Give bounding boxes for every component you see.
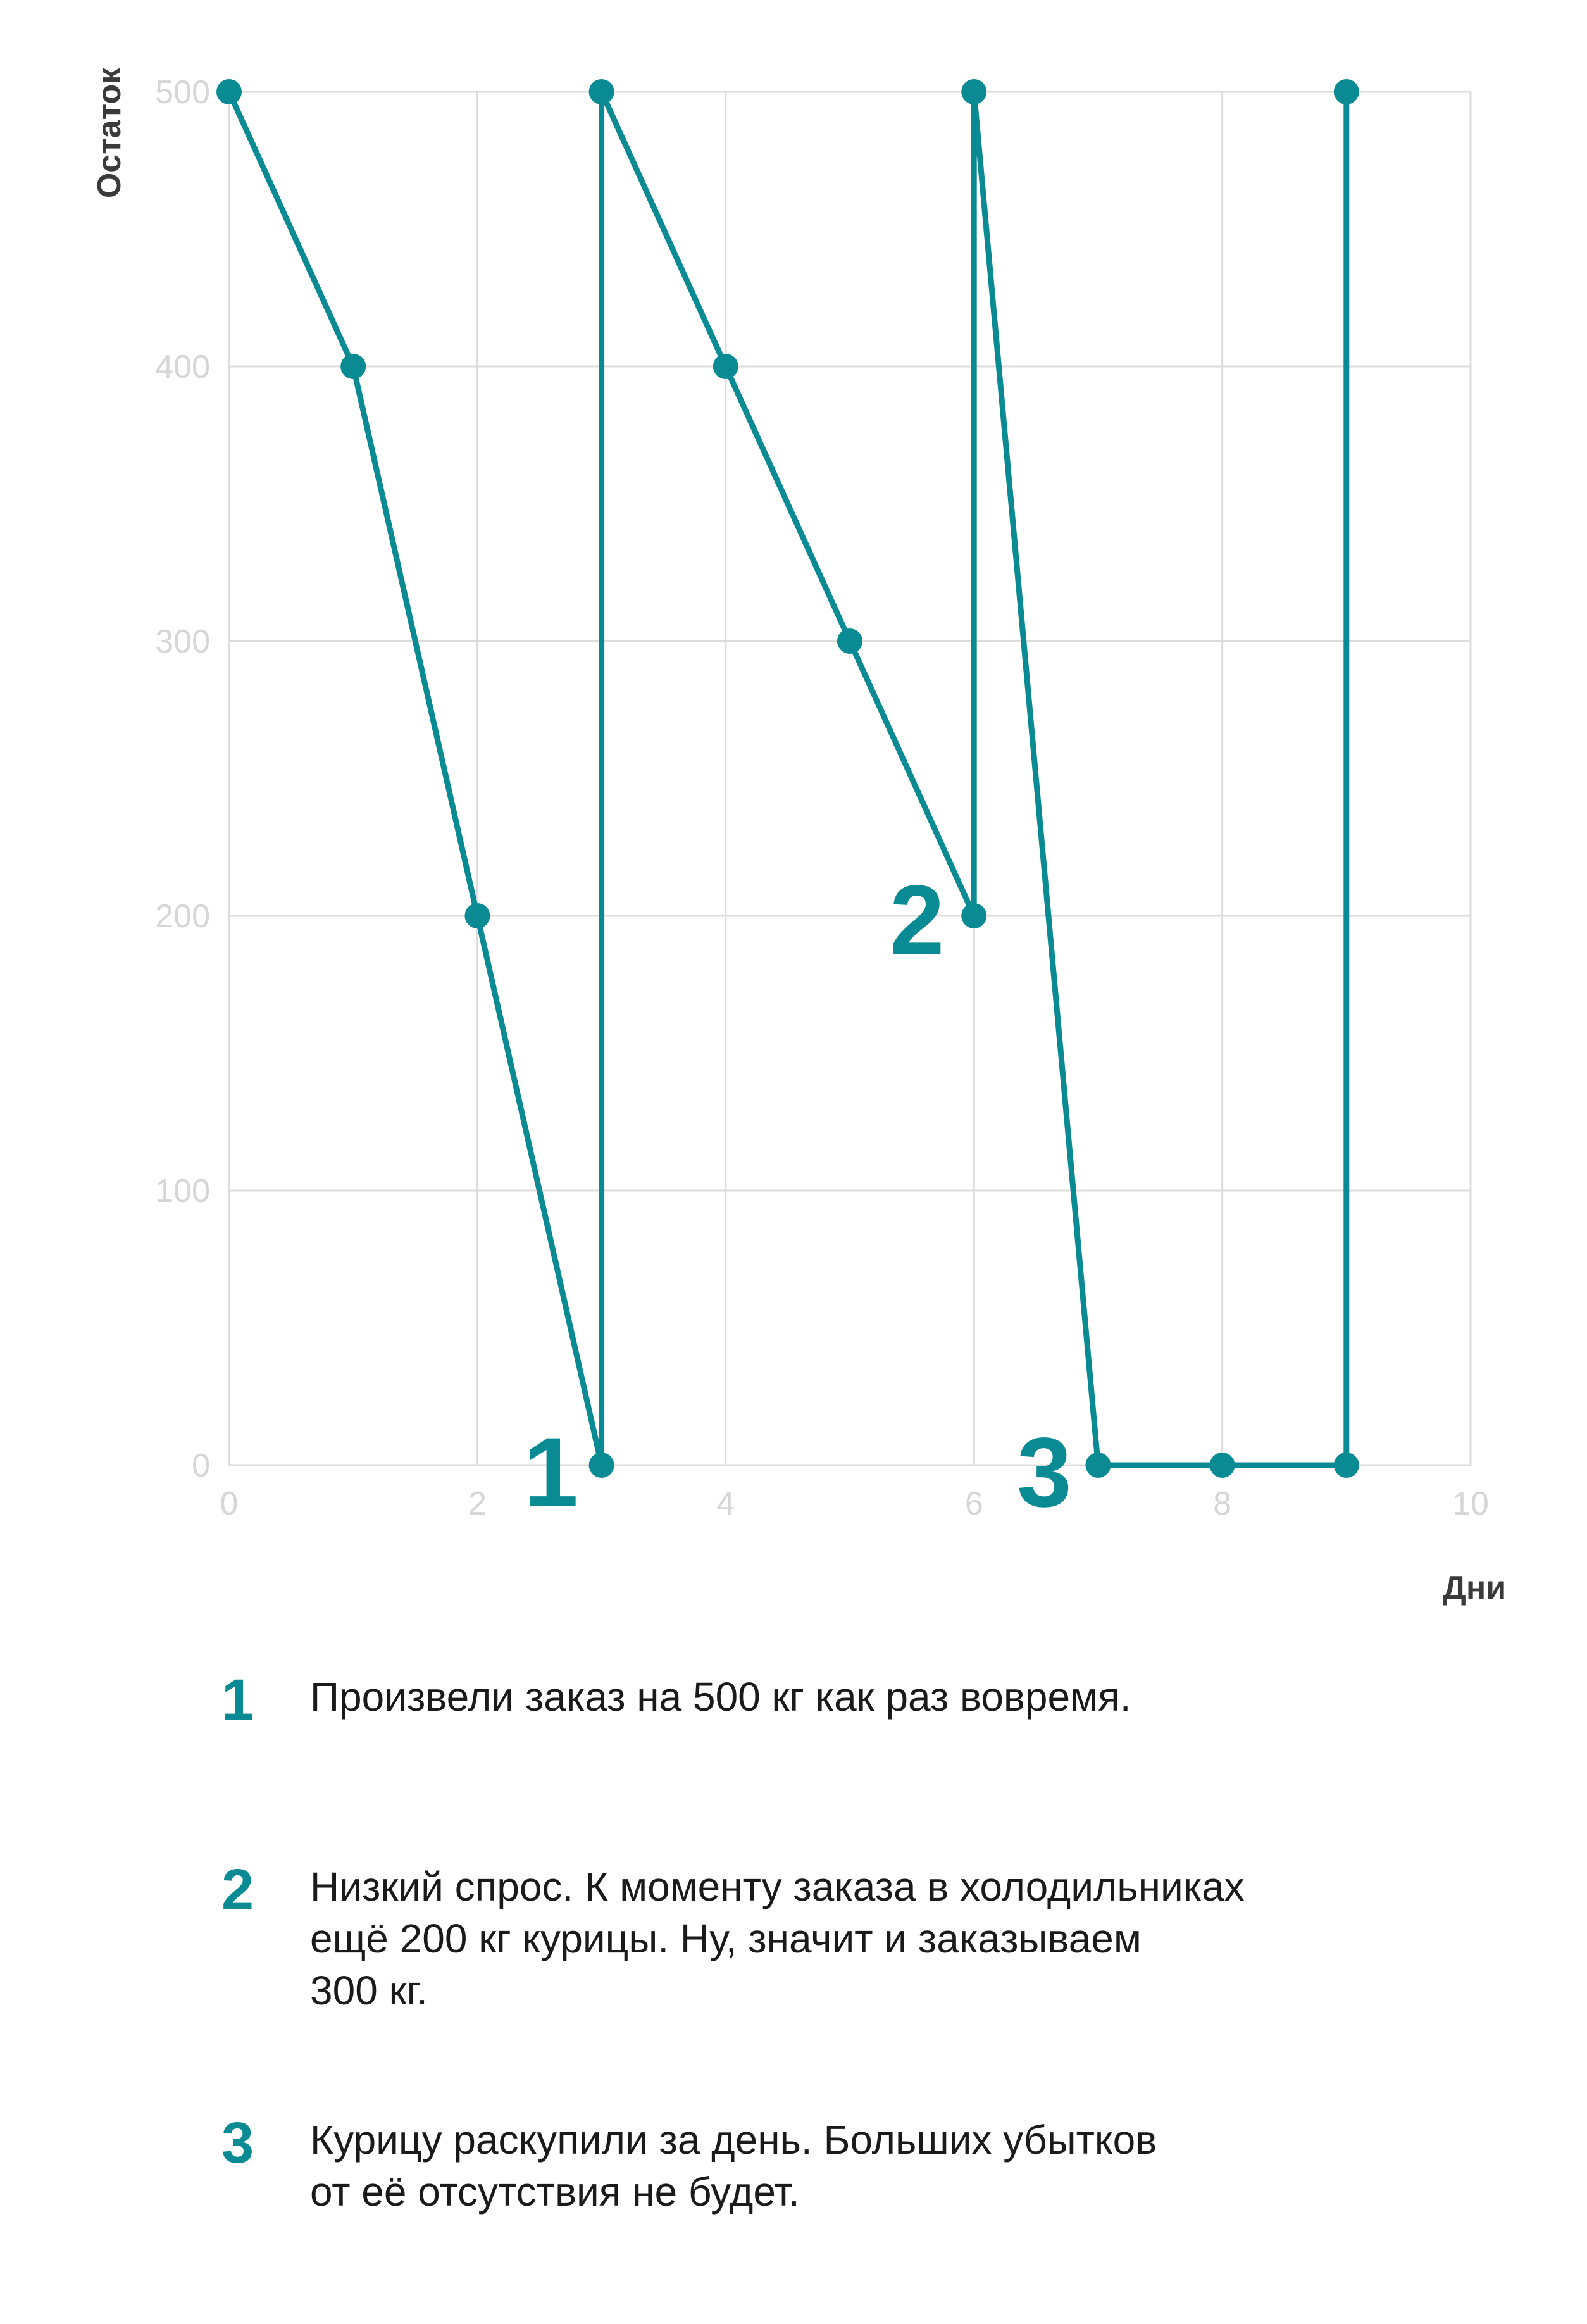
note-number: 1 (221, 1668, 254, 1732)
series-line (226, 89, 1350, 1468)
chart-grid (228, 91, 1472, 1466)
notes-list: 1 Произвели заказ на 500 кг как раз вовр… (221, 1671, 1424, 2218)
y-axis-title: Остаток (91, 67, 128, 198)
data-point (1333, 1452, 1359, 1478)
data-point (961, 903, 987, 928)
note-item-1: 1 Произвели заказ на 500 кг как раз вовр… (221, 1671, 1424, 1861)
note-item-3: 3 Курицу раскупили за день. Больших убыт… (221, 2114, 1424, 2218)
x-axis-title: Дни (1443, 1570, 1506, 1606)
y-tick-label: 100 (155, 1173, 210, 1209)
y-tick-label: 400 (155, 349, 210, 385)
x-tick-label: 2 (468, 1485, 487, 1522)
y-tick-label: 200 (155, 898, 210, 935)
chart-series (216, 79, 1359, 1478)
chart-annotations: 1 2 3 (523, 865, 1072, 1528)
y-tick-label: 0 (192, 1447, 210, 1484)
x-tick-label: 0 (220, 1485, 239, 1522)
y-tick-label: 500 (155, 74, 210, 111)
note-text: Низкий спрос. К моменту заказа в холодил… (310, 1864, 1245, 2013)
data-point (1333, 79, 1359, 104)
data-point (464, 903, 490, 928)
note-item-2: 2 Низкий спрос. К моменту заказа в холод… (221, 1861, 1424, 2114)
annotation-marker: 3 (1017, 1418, 1072, 1528)
data-point (588, 79, 614, 104)
annotation-marker: 1 (523, 1418, 578, 1528)
data-point (713, 354, 738, 379)
data-point (1209, 1452, 1235, 1478)
note-number: 2 (221, 1858, 254, 1922)
annotation-marker: 2 (890, 865, 945, 975)
data-point (1085, 1452, 1111, 1478)
note-text: Произвели заказ на 500 кг как раз воврем… (310, 1674, 1131, 1720)
y-tick-label: 300 (155, 623, 210, 660)
x-tick-label: 10 (1452, 1485, 1489, 1522)
data-point (837, 628, 862, 654)
x-tick-label: 4 (716, 1485, 735, 1522)
note-number: 3 (221, 2111, 254, 2175)
note-text: Курицу раскупили за день. Больших убытко… (310, 2117, 1157, 2215)
data-point (961, 79, 987, 104)
x-tick-label: 6 (965, 1485, 983, 1522)
x-tick-label: 8 (1213, 1485, 1231, 1522)
data-point (340, 354, 366, 379)
data-point (216, 79, 242, 104)
data-point (588, 1452, 614, 1478)
